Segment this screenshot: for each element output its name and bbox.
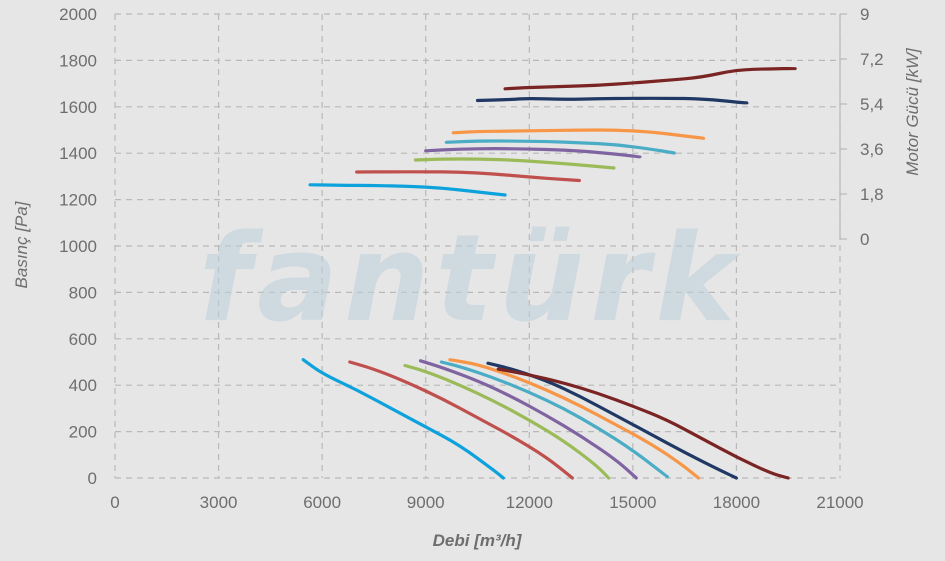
- power-curve-6: [451, 128, 706, 140]
- x-axis-title: Debi [m³/h]: [433, 531, 523, 550]
- pressure-curve-8: [496, 367, 790, 480]
- y2-tick-label: 7,2: [860, 50, 884, 69]
- x-tick-label: 15000: [609, 493, 656, 512]
- y-tick-label: 200: [69, 423, 97, 442]
- x-tick-label: 12000: [506, 493, 553, 512]
- watermark: fantürk: [199, 210, 742, 349]
- power-curve-8: [503, 66, 797, 91]
- y-tick-label: 400: [69, 376, 97, 395]
- power-curve-5: [444, 139, 676, 155]
- pressure-curve-5: [439, 360, 669, 479]
- gridlines: [114, 13, 847, 479]
- x-tick-labels: 0 3000 6000 9000 12000 15000 18000 21000: [110, 493, 863, 512]
- power-curve-1: [308, 183, 507, 197]
- x-tick-label: 3000: [200, 493, 238, 512]
- y-axis-title: Basınç [Pa]: [12, 200, 31, 288]
- y-tick-label: 1600: [59, 98, 97, 117]
- power-curve-2: [355, 170, 581, 183]
- power-curve-3: [413, 157, 616, 170]
- y-tick-labels: 0 200 400 600 800 1000 1200 1400 1600 1800 2000: [59, 5, 97, 488]
- power-curve-7: [475, 96, 749, 105]
- pressure-curve-7: [486, 361, 738, 480]
- y-tick-label: 0: [88, 469, 97, 488]
- y-tick-label: 1400: [59, 144, 97, 163]
- pressure-curve-4: [418, 359, 638, 480]
- series-lines: [301, 66, 797, 480]
- y2-tick-label: 3,6: [860, 140, 884, 159]
- x-tick-label: 0: [110, 493, 119, 512]
- y-tick-label: 1000: [59, 237, 97, 256]
- y-tick-label: 1800: [59, 51, 97, 70]
- y2-tick-label: 1,8: [860, 185, 884, 204]
- x-tick-label: 21000: [816, 493, 863, 512]
- y-tick-label: 2000: [59, 5, 97, 24]
- pressure-curve-6: [448, 358, 701, 480]
- y-tick-label: 1200: [59, 191, 97, 210]
- y-tick-label: 600: [69, 330, 97, 349]
- pressure-curve-1: [301, 358, 505, 480]
- y2-tick-labels: 0 1,8 3,6 5,4 7,2 9: [860, 5, 884, 249]
- x-tick-label: 6000: [303, 493, 341, 512]
- x-tick-label: 9000: [407, 493, 445, 512]
- pressure-curve-3: [403, 363, 611, 480]
- pressure-curve-2: [348, 360, 575, 480]
- y2-tick-label: 0: [860, 230, 869, 249]
- x-tick-label: 18000: [713, 493, 760, 512]
- power-curve-4: [424, 147, 642, 159]
- y2-tick-label: 9: [860, 5, 869, 24]
- y-tick-label: 800: [69, 283, 97, 302]
- y2-tick-label: 5,4: [860, 95, 884, 114]
- y2-axis-title: Motor Gücü [kW]: [903, 47, 922, 176]
